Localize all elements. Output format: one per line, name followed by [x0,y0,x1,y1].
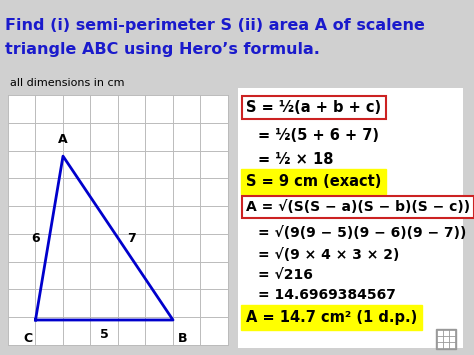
Text: all dimensions in cm: all dimensions in cm [10,78,125,88]
Text: Find (i) semi-perimeter S (ii) area A of scalene: Find (i) semi-perimeter S (ii) area A of… [5,18,425,33]
Text: S = 9 cm (exact): S = 9 cm (exact) [246,174,382,189]
Text: 6: 6 [31,231,39,245]
Text: A = √(S(S − a)(S − b)(S − c)): A = √(S(S − a)(S − b)(S − c)) [246,200,470,214]
Bar [436,329,456,349]
Text: 5: 5 [100,328,109,340]
Text: C: C [23,332,32,345]
Text: = 14.6969384567: = 14.6969384567 [258,288,396,302]
Text: = √(9 × 4 × 3 × 2): = √(9 × 4 × 3 × 2) [258,248,400,262]
Text: = √(9(9 − 5)(9 − 6)(9 − 7)): = √(9(9 − 5)(9 − 6)(9 − 7)) [258,226,466,240]
Text: = √216: = √216 [258,268,313,282]
Text: S = ½(a + b + c): S = ½(a + b + c) [246,100,381,115]
Text: triangle ABC using Hero’s formula.: triangle ABC using Hero’s formula. [5,42,320,57]
Text: B: B [178,332,188,345]
Text: 7: 7 [128,231,137,245]
Text: = ½ × 18: = ½ × 18 [258,152,334,167]
Text: A = 14.7 cm² (1 d.p.): A = 14.7 cm² (1 d.p.) [246,310,417,325]
Text: = ½(5 + 6 + 7): = ½(5 + 6 + 7) [258,128,379,143]
Text: A: A [58,133,68,146]
Bar [238,88,463,348]
Bar [8,95,228,345]
